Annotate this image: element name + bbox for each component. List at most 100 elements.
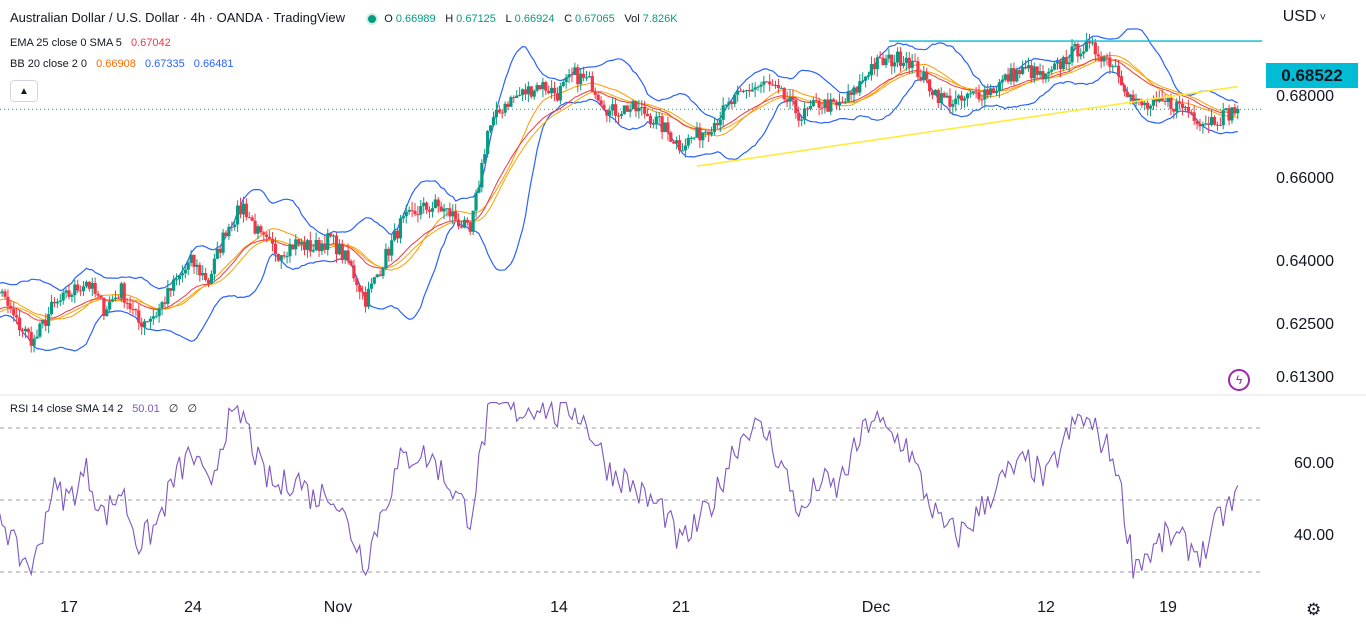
candle-body [1087, 41, 1092, 44]
candle-body [663, 122, 667, 133]
candle-body [326, 233, 330, 250]
candle-body [1166, 97, 1170, 103]
candle-body [454, 211, 458, 220]
bb-indicator-legend[interactable]: BB 20 close 2 0 0.66908 0.67335 0.66481 [10, 58, 234, 70]
candle-body [334, 235, 339, 255]
candle-body [989, 88, 993, 95]
candle-body [942, 93, 946, 98]
collapse-legend-button[interactable]: ▲ [10, 80, 38, 102]
candle-body [116, 297, 121, 299]
candle-body [520, 89, 525, 96]
candle-body [70, 295, 74, 297]
candle-body [361, 291, 365, 293]
candle-body [224, 232, 228, 237]
candle-body [550, 87, 554, 94]
candle-body [105, 309, 109, 317]
candle-body [67, 290, 71, 297]
candle-body [593, 91, 597, 95]
candle-body [1026, 65, 1031, 69]
candle-body [1160, 97, 1164, 102]
candle-body [201, 273, 205, 276]
candle-body [17, 317, 22, 331]
candle-body [1061, 57, 1065, 70]
candle-body [465, 219, 469, 223]
candle-body [1093, 42, 1097, 55]
candle-body [198, 264, 202, 276]
candle-body [692, 137, 696, 139]
candle-body [555, 93, 560, 101]
gear-icon[interactable]: ⚙ [1306, 600, 1322, 619]
currency-selector[interactable]: USD ˅ [1282, 8, 1326, 25]
candle-body [939, 93, 943, 104]
resistance-price-tag[interactable]: 0.68522 [1266, 63, 1358, 88]
candle-body [20, 330, 25, 332]
candle-body [413, 210, 417, 215]
candle-body [401, 216, 405, 219]
ema-indicator-legend[interactable]: EMA 25 close 0 SMA 5 0.67042 [10, 37, 171, 49]
candle-body [814, 100, 818, 102]
candle-body [256, 226, 260, 234]
candle-body [451, 211, 455, 217]
candle-body [974, 91, 978, 93]
time-axis-label: 17 [60, 599, 78, 616]
candle-body [1096, 54, 1100, 57]
candle-body [337, 243, 341, 255]
candle-body [672, 141, 676, 144]
candle-body [1180, 103, 1185, 108]
candle-body [724, 104, 728, 106]
candle-body [750, 89, 754, 92]
candle-body [180, 273, 184, 276]
candle-body [613, 104, 618, 116]
candle-body [628, 109, 632, 112]
candle-body [230, 226, 234, 228]
candle-body [366, 288, 371, 307]
candle-body [1212, 117, 1217, 125]
candle-body [422, 202, 426, 207]
candle-body [1227, 108, 1231, 121]
candle-body [558, 85, 562, 101]
candle-body [794, 99, 798, 114]
candle-body [1195, 120, 1199, 125]
candle-body [957, 95, 961, 99]
candle-body [744, 90, 749, 92]
candle-body [387, 248, 391, 256]
ema-value: 0.67042 [130, 37, 171, 49]
candle-body [852, 87, 856, 95]
candle-body [518, 95, 522, 97]
candle-body [983, 89, 987, 100]
candle-body [529, 86, 533, 97]
price-axis-label: 0.64000 [1276, 253, 1334, 270]
candle-body [535, 85, 539, 91]
candle-body [643, 107, 647, 114]
candle-body [893, 62, 897, 67]
support-trendline [696, 85, 1238, 167]
candle-body [131, 308, 135, 310]
candle-body [1131, 94, 1135, 104]
candle-body [1207, 123, 1211, 125]
candle-body [927, 79, 932, 92]
candle-body [29, 332, 33, 346]
candle-body [448, 208, 452, 217]
bb-lower-value: 0.66481 [193, 58, 234, 70]
symbol-title[interactable]: Australian Dollar / U.S. Dollar · 4h · O… [10, 10, 345, 25]
candle-body [76, 284, 80, 291]
candle-body [44, 320, 48, 326]
candle-body [864, 76, 868, 81]
candle-body [901, 62, 906, 66]
candle-body [526, 86, 530, 95]
time-axis-label: 14 [550, 599, 568, 616]
candle-body [1038, 71, 1042, 75]
candle-body [1198, 124, 1202, 127]
candle-body [945, 95, 949, 98]
candle-body [666, 122, 670, 133]
candle-body [805, 108, 810, 110]
candle-body [390, 240, 394, 256]
rsi-indicator-legend[interactable]: RSI 14 close SMA 14 2 50.01 ∅ ∅ [10, 402, 197, 415]
candle-body [1055, 61, 1060, 64]
candle-body [456, 219, 461, 227]
candle-body [869, 64, 874, 76]
lightning-icon[interactable]: ϟ [1228, 369, 1250, 391]
candle-body [477, 187, 481, 193]
candle-body [26, 328, 30, 333]
